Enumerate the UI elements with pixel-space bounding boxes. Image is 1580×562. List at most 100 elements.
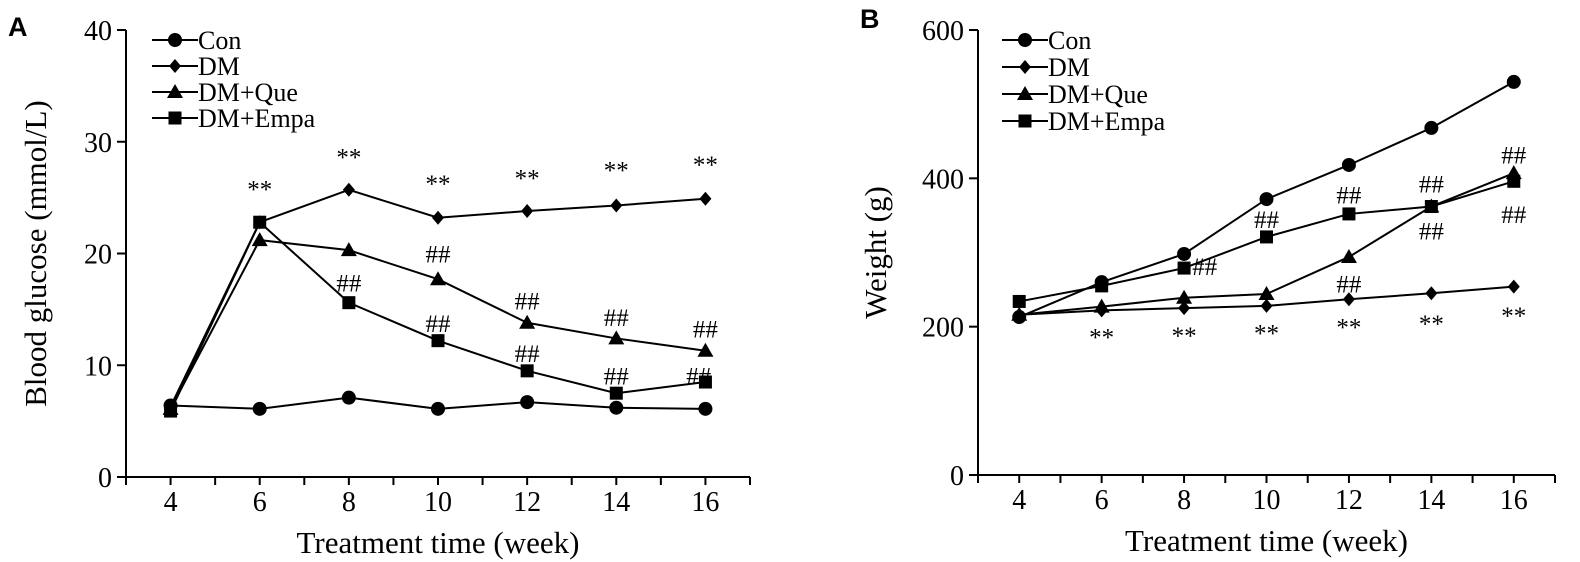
data-point [698, 401, 713, 416]
x-tick-label: 10 [424, 487, 452, 518]
data-point [521, 204, 534, 219]
data-point [1425, 286, 1438, 301]
x-axis-title: Treatment time (week) [297, 525, 580, 560]
data-point [1178, 301, 1191, 316]
significance-annotation: ** [1336, 315, 1361, 342]
legend-label: DM+Empa [1048, 107, 1166, 136]
significance-annotation: ## [1419, 172, 1445, 199]
legend-marker [1018, 114, 1032, 128]
data-point [430, 271, 446, 286]
y-axis-title: Blood glucose (mmol/L) [18, 100, 53, 407]
x-tick-label: 4 [164, 487, 178, 518]
data-point [1424, 200, 1438, 214]
legend-marker [168, 111, 182, 125]
significance-annotation: ** [336, 144, 361, 171]
significance-annotation: ## [693, 316, 719, 343]
data-point [253, 215, 267, 229]
legend-marker [168, 33, 182, 47]
data-point [431, 401, 445, 416]
data-point [520, 395, 535, 410]
significance-annotation: ** [426, 171, 451, 198]
significance-annotation: ** [1172, 323, 1197, 350]
y-tick-label: 600 [922, 16, 964, 47]
y-axis-title: Weight (g) [858, 186, 893, 319]
x-tick-label: 10 [1253, 485, 1281, 516]
x-tick-label: 14 [602, 487, 630, 518]
data-point [1260, 298, 1273, 313]
data-point [342, 182, 355, 197]
data-point [1506, 74, 1521, 89]
data-point [251, 232, 268, 247]
data-point [698, 375, 712, 389]
panel-label: B [860, 4, 880, 34]
legend-label: DM [1048, 53, 1090, 82]
data-point [609, 400, 624, 415]
legend-label: DM+Empa [198, 104, 316, 133]
x-tick-label: 6 [253, 487, 267, 518]
legend-label: Con [1048, 26, 1091, 55]
x-tick-label: 8 [1177, 485, 1191, 516]
significance-annotation: ## [1419, 218, 1445, 245]
legend-label: DM+Que [198, 78, 298, 107]
significance-annotation: ** [247, 177, 272, 204]
significance-annotation: ## [1336, 272, 1362, 299]
x-tick-label: 14 [1417, 485, 1445, 516]
significance-annotation: ## [1254, 207, 1280, 234]
data-point [519, 314, 536, 329]
significance-annotation: ## [1501, 202, 1527, 229]
significance-annotation: ** [1501, 303, 1526, 330]
data-point [1258, 286, 1275, 301]
data-point [1093, 298, 1110, 313]
data-point [164, 404, 178, 418]
significance-annotation: ** [1254, 321, 1279, 348]
significance-annotation: ## [426, 242, 452, 269]
y-tick-label: 0 [98, 463, 112, 494]
data-point [608, 330, 625, 345]
significance-annotation: ## [1192, 254, 1218, 281]
legend-marker [1019, 60, 1031, 74]
data-point [1342, 292, 1355, 307]
panel-a: A 0 10 20 30 40 4 6 8 10 12 14 16 Treatment time (wee… [8, 12, 751, 560]
significance-annotation: ## [1501, 143, 1527, 170]
significance-annotation: ## [336, 271, 362, 298]
y-tick-label: 20 [84, 240, 112, 271]
y-tick-label: 0 [950, 461, 964, 492]
significance-annotation: ## [426, 311, 452, 338]
x-tick-label: 4 [1012, 485, 1026, 516]
significance-annotation: ** [1419, 311, 1444, 338]
x-tick-label: 12 [1335, 485, 1363, 516]
legend-marker [1017, 86, 1033, 100]
data-point [1095, 279, 1109, 293]
panel-b: B 0 200 400 600 4 6 8 10 12 14 16 Treatment time (we… [858, 4, 1556, 558]
data-point [1259, 192, 1274, 207]
data-point [1424, 120, 1439, 135]
legend-marker [1018, 33, 1032, 47]
significance-annotation: ** [604, 158, 629, 185]
significance-annotation: ## [515, 288, 541, 315]
y-tick-label: 200 [922, 313, 964, 344]
panel-label: A [8, 12, 28, 42]
x-tick-label: 6 [1095, 485, 1109, 516]
y-tick-label: 400 [922, 164, 964, 195]
x-tick-label: 16 [1500, 485, 1528, 516]
significance-annotation: ## [604, 363, 630, 390]
data-point [609, 386, 623, 400]
data-point [1260, 230, 1273, 244]
data-point [252, 401, 267, 416]
significance-annotation: ## [604, 305, 630, 332]
data-point [1011, 306, 1028, 321]
x-tick-label: 12 [513, 487, 541, 518]
significance-annotation: ** [693, 152, 718, 179]
significance-annotation: ## [686, 363, 712, 390]
data-point [697, 342, 714, 357]
legend-label: Con [198, 26, 241, 55]
data-point [1012, 294, 1026, 308]
data-point [699, 191, 712, 206]
data-point [1507, 174, 1521, 188]
legend-label: DM [198, 52, 240, 81]
y-tick-label: 10 [84, 351, 112, 382]
significance-annotation: ## [515, 341, 541, 368]
data-point [1342, 207, 1356, 221]
legend-marker [167, 84, 183, 98]
significance-annotation: ** [515, 166, 540, 193]
